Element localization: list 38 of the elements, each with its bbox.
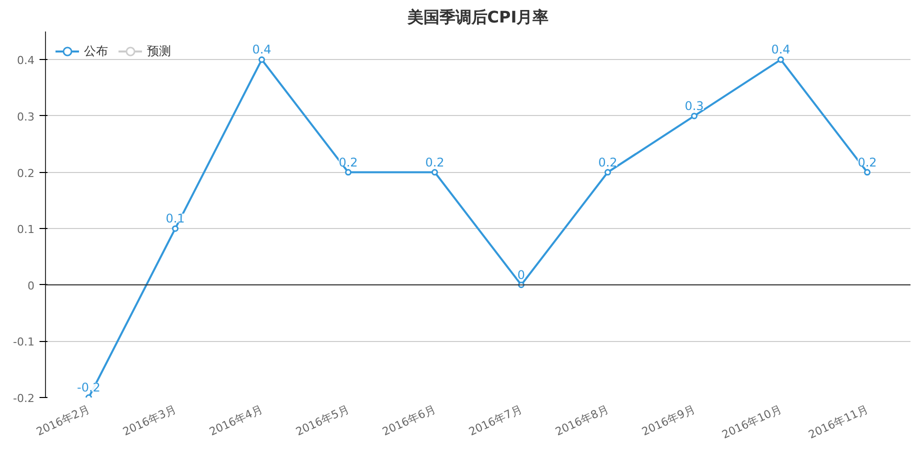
data-label: 0.2 xyxy=(425,155,444,170)
data-label: -0.2 xyxy=(77,380,100,394)
data-label: 0.4 xyxy=(771,42,790,57)
point xyxy=(345,169,352,176)
y-tick-label: 0.3 xyxy=(17,110,35,124)
point xyxy=(778,56,784,63)
x-tick-label: 2016年8月 xyxy=(553,402,611,438)
x-tick-label: 2016年10月 xyxy=(720,402,784,442)
data-label: 0.3 xyxy=(684,98,704,113)
point xyxy=(172,225,178,232)
legend-label: 公布 xyxy=(84,42,108,60)
data-label: 0.4 xyxy=(252,42,272,57)
x-tick-label: 2016年6月 xyxy=(380,402,438,438)
data-label: 0.1 xyxy=(166,212,185,226)
y-tick-label: -0.1 xyxy=(13,336,35,349)
x-tick-label: 2016年2月 xyxy=(34,402,92,438)
y-tick-label: 0.1 xyxy=(17,223,35,236)
point xyxy=(864,169,870,176)
data-label: 0 xyxy=(517,268,526,282)
point xyxy=(604,169,611,176)
x-tick-label: 2016年7月 xyxy=(466,402,524,438)
legend-label: 预测 xyxy=(147,42,171,60)
x-tick-label: 2016年5月 xyxy=(294,402,352,438)
point xyxy=(691,112,698,120)
y-tick-label: 0.4 xyxy=(17,54,35,68)
x-tick-label: 2016年9月 xyxy=(640,402,698,438)
x-tick-label: 2016年3月 xyxy=(120,402,178,438)
y-tick-label: 0 xyxy=(28,279,34,292)
point xyxy=(258,56,265,63)
y-tick-label: 0.2 xyxy=(17,166,35,180)
x-tick-label: 2016年4月 xyxy=(207,402,265,438)
data-label: 0.2 xyxy=(338,155,358,170)
point xyxy=(432,169,438,176)
x-tick-label: 2016年11月 xyxy=(806,402,870,442)
y-tick-label: -0.2 xyxy=(13,392,35,405)
chart-title: 美国季调后CPI月率 xyxy=(406,8,549,26)
data-label: 0.2 xyxy=(858,155,877,170)
data-label: 0.2 xyxy=(598,155,618,170)
